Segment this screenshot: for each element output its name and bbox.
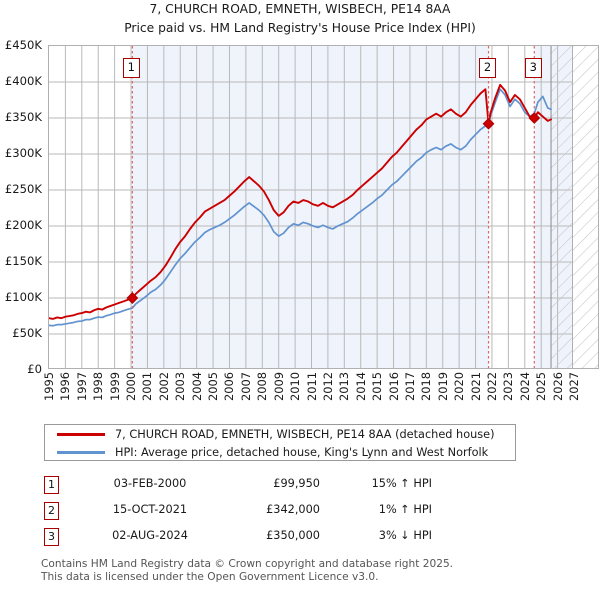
transaction-row: 2 15-OCT-2021 £342,000 1% ↑ HPI bbox=[40, 500, 460, 526]
x-tick-label: 2006 bbox=[222, 372, 237, 401]
x-tick-label: 2005 bbox=[206, 372, 221, 401]
plot-wrapper bbox=[48, 45, 573, 369]
transaction-price: £99,950 bbox=[273, 477, 320, 490]
forecast-hatch-region bbox=[573, 45, 599, 369]
y-tick-label: £400K bbox=[4, 74, 42, 88]
chart-canvas bbox=[49, 46, 572, 368]
x-tick-label: 2014 bbox=[353, 372, 368, 401]
transaction-price: £342,000 bbox=[266, 503, 320, 516]
chart-title-block: 7, CHURCH ROAD, EMNETH, WISBECH, PE14 8A… bbox=[0, 0, 600, 38]
transaction-date: 03-FEB-2000 bbox=[113, 477, 187, 490]
x-tick-label: 2009 bbox=[271, 372, 286, 401]
y-tick-label: £50K bbox=[12, 326, 42, 340]
legend-label-property: 7, CHURCH ROAD, EMNETH, WISBECH, PE14 8A… bbox=[115, 428, 495, 441]
legend-swatch-property bbox=[57, 433, 105, 436]
x-tick-label: 2025 bbox=[534, 372, 549, 401]
marker-callout-3[interactable]: 3 bbox=[524, 58, 542, 78]
x-tick-label: 2010 bbox=[288, 372, 303, 401]
x-tick-label: 2027 bbox=[567, 372, 581, 401]
x-tick-label: 2007 bbox=[238, 372, 253, 401]
transaction-index-badge[interactable]: 2 bbox=[44, 502, 59, 520]
x-tick-label: 1997 bbox=[74, 372, 89, 401]
footer-attribution: Contains HM Land Registry data © Crown c… bbox=[41, 558, 581, 583]
transaction-date: 02-AUG-2024 bbox=[112, 529, 188, 542]
x-tick-label: 2023 bbox=[501, 372, 516, 401]
x-tick-label: 2002 bbox=[156, 372, 171, 401]
y-tick-label: £450K bbox=[4, 38, 42, 52]
page-title: 7, CHURCH ROAD, EMNETH, WISBECH, PE14 8A… bbox=[149, 2, 451, 16]
footer-line-1: Contains HM Land Registry data © Crown c… bbox=[41, 558, 454, 570]
legend-swatch-hpi bbox=[57, 451, 105, 454]
y-tick-label: £350K bbox=[4, 110, 42, 124]
legend-row-hpi: HPI: Average price, detached house, King… bbox=[45, 444, 515, 461]
transaction-index-badge[interactable]: 3 bbox=[44, 528, 59, 546]
x-tick-label: 2020 bbox=[452, 372, 467, 401]
legend-label-hpi: HPI: Average price, detached house, King… bbox=[115, 446, 489, 459]
x-tick-label: 2015 bbox=[370, 372, 385, 401]
x-tick-label: 2021 bbox=[468, 372, 483, 401]
x-axis-labels: 1995 1996 1997 1998 1999 2000 2001 2002 2003 2004… bbox=[42, 372, 599, 418]
x-tick-label: 2003 bbox=[173, 372, 188, 401]
page-subtitle: Price paid vs. HM Land Registry's House … bbox=[124, 21, 476, 35]
x-tick-label: 2011 bbox=[304, 372, 319, 401]
x-tick-label: 2004 bbox=[189, 372, 204, 401]
plot-area bbox=[48, 45, 573, 369]
chart-legend: 7, CHURCH ROAD, EMNETH, WISBECH, PE14 8A… bbox=[44, 424, 516, 461]
x-tick-label: 2016 bbox=[386, 372, 401, 401]
y-tick-label: £300K bbox=[4, 146, 42, 160]
x-tick-label: 2026 bbox=[550, 372, 565, 401]
marker-callout-1[interactable]: 1 bbox=[122, 58, 140, 78]
x-tick-label: 2008 bbox=[255, 372, 270, 401]
y-tick-label: £250K bbox=[4, 182, 42, 196]
transaction-index-badge[interactable]: 1 bbox=[44, 476, 59, 494]
y-tick-label: £150K bbox=[4, 254, 42, 268]
transaction-hpi-delta: 1% ↑ HPI bbox=[378, 503, 432, 516]
x-tick-label: 2001 bbox=[140, 372, 155, 401]
x-tick-label: 2017 bbox=[402, 372, 417, 401]
footer-line-2: This data is licensed under the Open Gov… bbox=[41, 570, 379, 583]
transaction-date: 15-OCT-2021 bbox=[112, 503, 188, 516]
x-tick-label: 2019 bbox=[435, 372, 450, 401]
y-tick-label: £200K bbox=[4, 218, 42, 232]
y-tick-label: £100K bbox=[4, 290, 42, 304]
transaction-hpi-delta: 15% ↑ HPI bbox=[371, 477, 432, 490]
transaction-hpi-delta: 3% ↓ HPI bbox=[378, 529, 432, 542]
x-tick-label: 2022 bbox=[484, 372, 499, 401]
x-tick-label: 2018 bbox=[419, 372, 434, 401]
x-tick-label: 1996 bbox=[58, 372, 73, 401]
y-axis-labels: £0 £50K £100K £150K £200K £250K £300K £350K £400… bbox=[0, 38, 45, 376]
x-tick-label: 1995 bbox=[42, 372, 56, 401]
transactions-table: 1 03-FEB-2000 £99,950 15% ↑ HPI 2 15-OCT-2021… bbox=[40, 474, 460, 552]
x-tick-label: 2000 bbox=[124, 372, 139, 401]
legend-row-property: 7, CHURCH ROAD, EMNETH, WISBECH, PE14 8A… bbox=[45, 426, 515, 443]
transaction-row: 3 02-AUG-2024 £350,000 3% ↓ HPI bbox=[40, 526, 460, 552]
x-tick-label: 2013 bbox=[337, 372, 352, 401]
y-tick-label: £0 bbox=[27, 362, 42, 376]
x-tick-label: 2012 bbox=[320, 372, 335, 401]
transaction-price: £350,000 bbox=[266, 529, 320, 542]
marker-callout-2[interactable]: 2 bbox=[479, 58, 497, 78]
transaction-row: 1 03-FEB-2000 £99,950 15% ↑ HPI bbox=[40, 474, 460, 500]
x-tick-label: 1998 bbox=[91, 372, 106, 401]
x-tick-label: 1999 bbox=[107, 372, 122, 401]
x-tick-label: 2024 bbox=[517, 372, 532, 401]
